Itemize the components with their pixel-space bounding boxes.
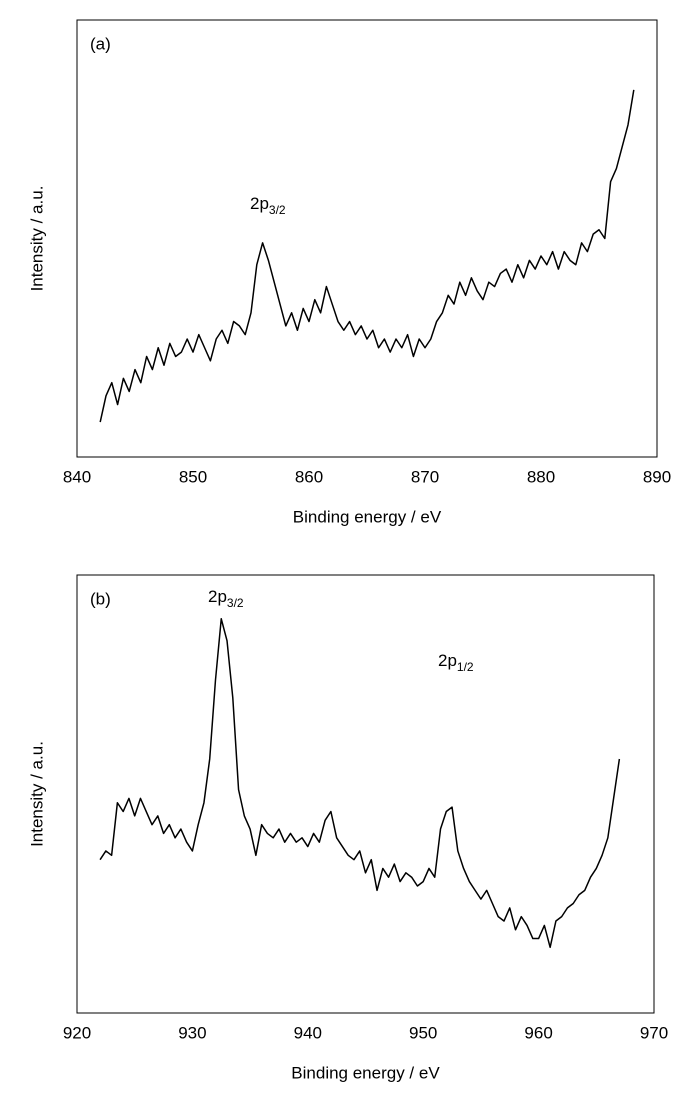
x-tick-label: 890	[643, 467, 671, 486]
x-axis-label: Binding energy / eV	[293, 507, 442, 526]
annotation-text: 2p	[250, 194, 269, 213]
annotation-subscript: 3/2	[269, 203, 286, 217]
x-tick-label: 850	[179, 467, 207, 486]
panel-label: (b)	[90, 589, 111, 608]
x-tick-label: 960	[524, 1023, 552, 1042]
annotation-subscript: 1/2	[457, 660, 474, 674]
x-tick-label: 970	[640, 1023, 668, 1042]
spectrum-line	[99, 89, 635, 423]
x-tick-label: 860	[295, 467, 323, 486]
x-axis-label: Binding energy / eV	[291, 1063, 440, 1082]
plot-frame	[76, 574, 655, 1014]
x-tick-label: 950	[409, 1023, 437, 1042]
plot-frame	[76, 19, 658, 458]
x-tick-label: 840	[63, 467, 91, 486]
y-axis-label: Intensity / a.u.	[27, 741, 46, 847]
y-axis-label: Intensity / a.u.	[27, 186, 46, 292]
annotation-subscript: 3/2	[227, 596, 244, 610]
annotation-text: 2p	[208, 587, 227, 606]
annotation-text: 2p	[438, 651, 457, 670]
x-tick-label: 880	[527, 467, 555, 486]
panel-label: (a)	[90, 34, 111, 53]
peak-annotation: 2p1/2	[438, 651, 474, 674]
peak-annotation: 2p3/2	[208, 587, 244, 610]
x-tick-label: 940	[294, 1023, 322, 1042]
spectrum-line	[99, 618, 621, 949]
x-tick-label: 920	[63, 1023, 91, 1042]
peak-annotation: 2p3/2	[250, 194, 286, 217]
x-tick-label: 870	[411, 467, 439, 486]
x-tick-label: 930	[178, 1023, 206, 1042]
